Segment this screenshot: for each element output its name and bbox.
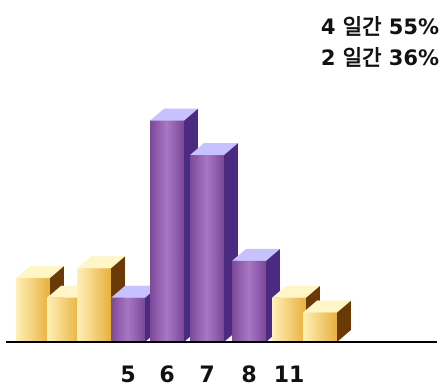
bar-front-face	[190, 155, 224, 342]
bar-front-face	[77, 268, 111, 342]
bar-top-face	[303, 300, 351, 313]
annotation-text: 4 일간 55%	[321, 15, 439, 39]
bar-front-face	[232, 260, 266, 342]
bar-front-face	[272, 297, 306, 342]
bar-top-face	[190, 143, 238, 156]
x-tick-label: 6	[159, 363, 174, 385]
bar-top-face	[272, 285, 320, 298]
bar	[190, 143, 238, 342]
annotation-text: 2 일간 36%	[321, 46, 439, 70]
bar-front-face	[150, 120, 184, 342]
x-tick-label: 5	[120, 363, 135, 385]
x-tick-label: 7	[199, 363, 214, 385]
bar-front-face	[47, 297, 81, 342]
x-tick-label: 11	[274, 363, 305, 385]
bar-top-face	[77, 256, 125, 269]
bar-front-face	[16, 278, 50, 342]
bar-top-face	[16, 266, 64, 279]
bar-top-face	[150, 108, 198, 121]
bar-side-face	[337, 300, 351, 342]
bar-front-face	[111, 297, 145, 342]
bar-top-face	[232, 248, 280, 261]
bar	[111, 285, 159, 342]
bar-top-face	[111, 285, 159, 298]
bar-front-face	[303, 312, 337, 342]
x-tick-label: 8	[241, 363, 256, 385]
bar	[303, 300, 351, 342]
bars-layer	[16, 108, 351, 342]
ticks-layer: 5 6 7 8 11	[120, 363, 304, 385]
